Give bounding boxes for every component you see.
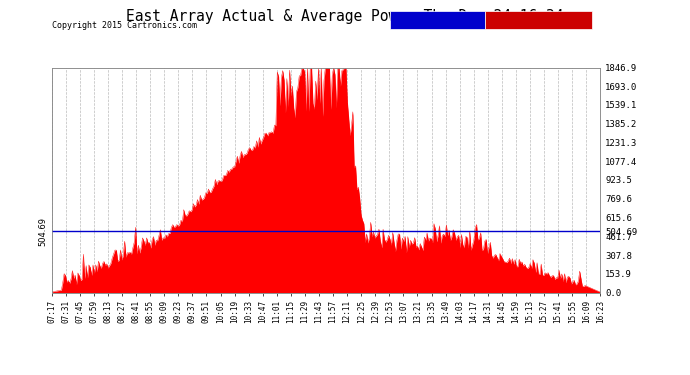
Text: Copyright 2015 Cartronics.com: Copyright 2015 Cartronics.com	[52, 21, 197, 30]
Text: Average  (DC Watts): Average (DC Watts)	[391, 15, 484, 24]
Text: East Array  (DC Watts): East Array (DC Watts)	[485, 15, 592, 24]
Text: East Array Actual & Average Power Thu Dec 24 16:34: East Array Actual & Average Power Thu De…	[126, 9, 564, 24]
